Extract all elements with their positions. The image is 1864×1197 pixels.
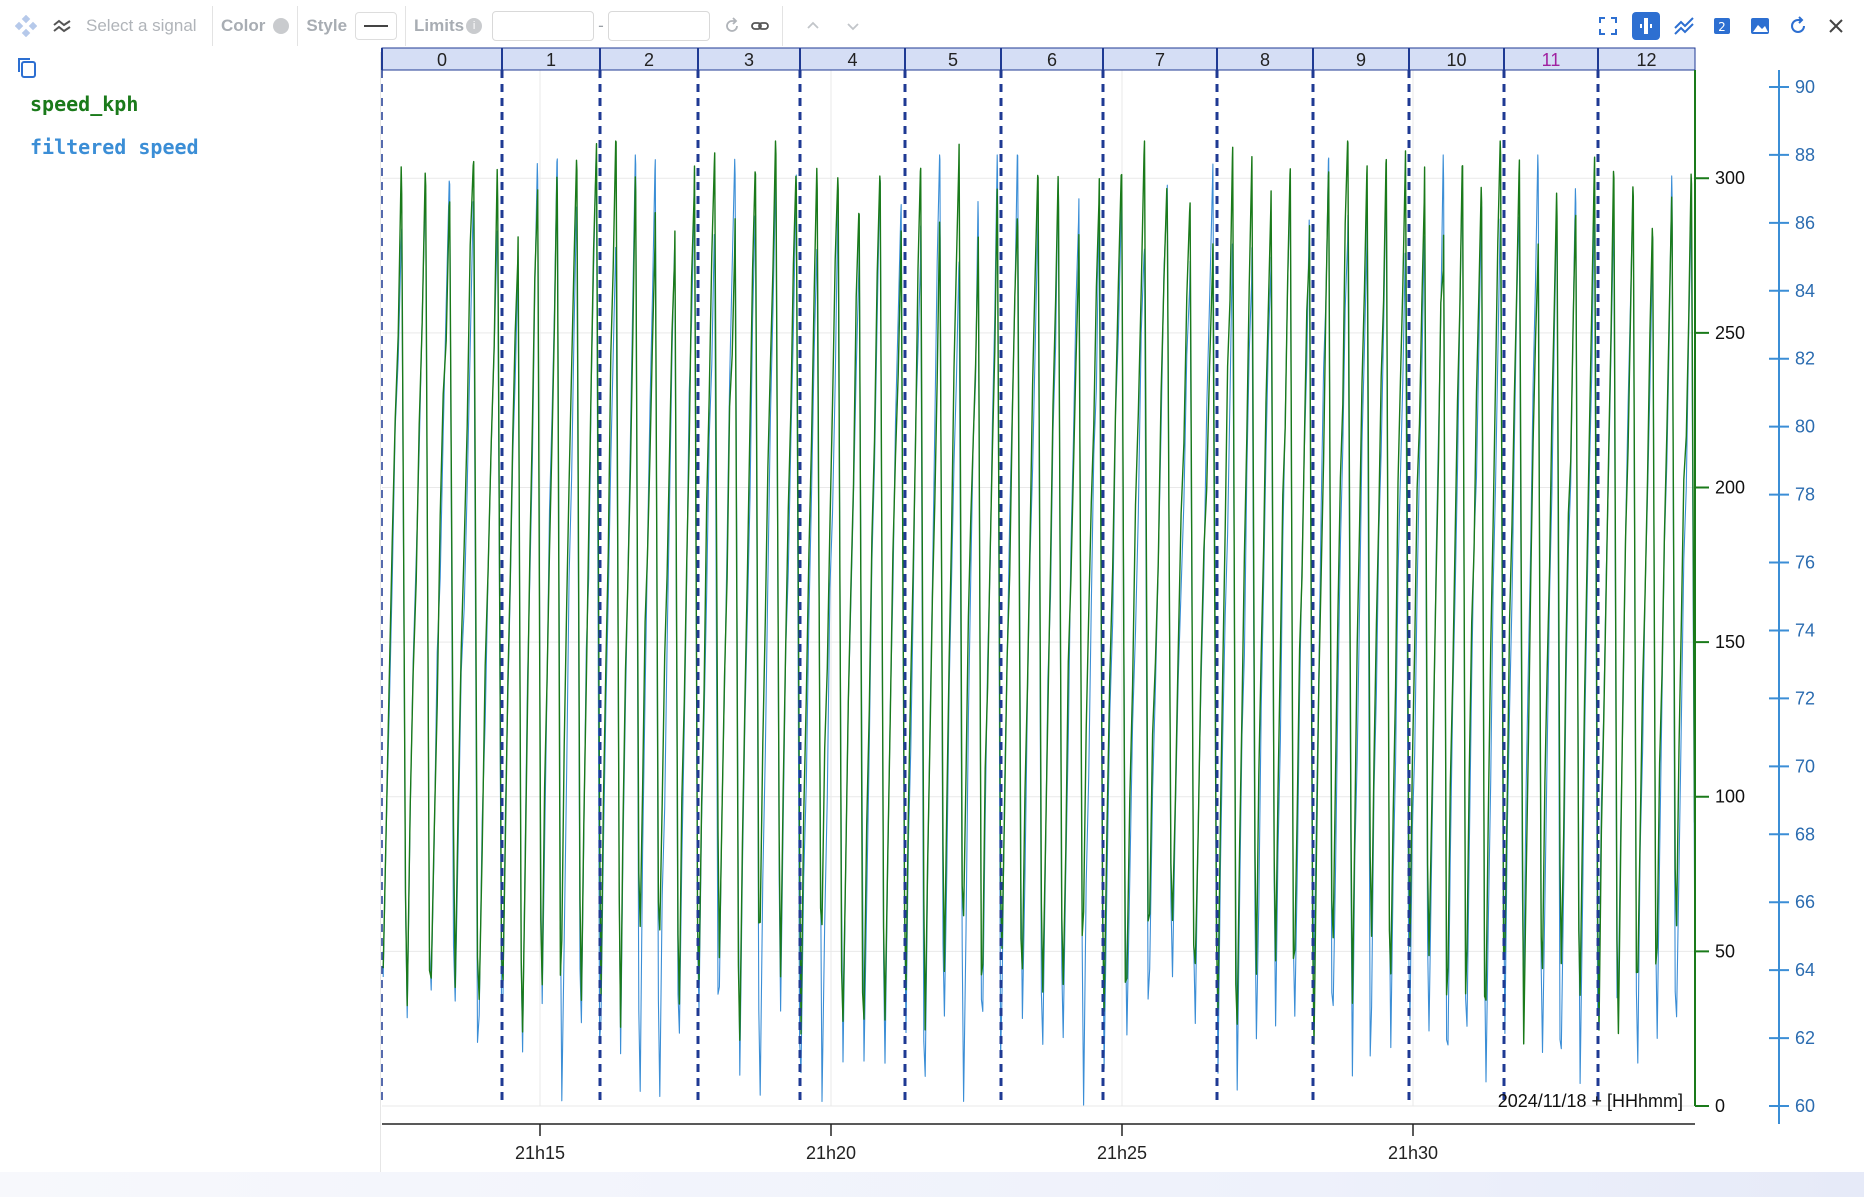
toolbar-divider	[297, 6, 299, 46]
svg-text:2: 2	[1718, 20, 1726, 34]
y-right-tick-label-72: 72	[1795, 688, 1815, 708]
legend-item-speed-kph[interactable]: speed_kph	[30, 92, 139, 116]
signal-wave-icon[interactable]	[48, 12, 76, 40]
legend-item-filtered-speed[interactable]: filtered speed	[30, 135, 199, 159]
move-down-icon[interactable]	[839, 12, 867, 40]
x-tick-label-21h30: 21h30	[1388, 1143, 1438, 1163]
y-right-tick-label-66: 66	[1795, 892, 1815, 912]
y-left-tick-label-150: 150	[1715, 632, 1745, 652]
toolbar-divider	[212, 6, 213, 46]
y-left-tick-label-300: 300	[1715, 168, 1745, 188]
lap-label-12: 12	[1636, 50, 1656, 70]
x-tick-label-21h15: 21h15	[515, 1143, 565, 1163]
x-axis-format-label: 2024/11/18 + [HHhmm]	[1498, 1091, 1683, 1111]
limit-min-input[interactable]	[492, 11, 595, 41]
lap-label-11: 11	[1542, 50, 1561, 70]
toolbar-divider	[781, 6, 783, 46]
lap-label-7: 7	[1155, 50, 1165, 70]
lap-label-4: 4	[847, 50, 857, 70]
y-right-tick-label-82: 82	[1795, 349, 1815, 369]
reset-limits-icon[interactable]	[718, 12, 746, 40]
toolbar-divider	[405, 6, 407, 46]
y-right-tick-label-62: 62	[1795, 1028, 1815, 1048]
style-label: Style	[306, 16, 348, 35]
y-right-tick-label-70: 70	[1795, 756, 1815, 776]
color-swatch[interactable]	[273, 18, 290, 34]
x-tick-label-21h25: 21h25	[1097, 1143, 1147, 1163]
y-right-tick-label-78: 78	[1795, 485, 1815, 505]
y-left-tick-label-200: 200	[1715, 477, 1745, 497]
limits-label: Limits	[414, 16, 465, 35]
y-left-tick-label-100: 100	[1715, 787, 1745, 807]
signal-picker-icon[interactable]	[12, 12, 40, 40]
close-icon[interactable]	[1822, 12, 1850, 40]
series-line-speed_kph	[382, 140, 1696, 1045]
y-right-tick-label-84: 84	[1795, 281, 1815, 301]
legend-panel: speed_kph filtered speed	[10, 52, 381, 1172]
y-right-tick-label-64: 64	[1795, 960, 1815, 980]
footer-bar	[0, 1172, 1864, 1197]
y-left-tick-label-250: 250	[1715, 323, 1745, 343]
y-right-tick-label-88: 88	[1795, 145, 1815, 165]
lap-label-0: 0	[437, 50, 447, 70]
lap-label-9: 9	[1356, 50, 1366, 70]
y-right-tick-label-68: 68	[1795, 824, 1815, 844]
x-tick-label-21h20: 21h20	[806, 1143, 856, 1163]
toolbar: Select a signal Color Style Limits i - 2	[0, 0, 1864, 52]
lap-label-5: 5	[948, 50, 958, 70]
limit-max-input[interactable]	[607, 11, 710, 41]
y-left-tick-label-50: 50	[1715, 941, 1735, 961]
select-signal-input[interactable]: Select a signal	[86, 16, 197, 35]
y-right-tick-label-76: 76	[1795, 553, 1815, 573]
line-style-select[interactable]	[355, 12, 398, 40]
lap-label-2: 2	[644, 50, 654, 70]
y-right-tick-label-80: 80	[1795, 417, 1815, 437]
copy-icon[interactable]	[16, 56, 38, 85]
y-right-tick-label-60: 60	[1795, 1096, 1815, 1116]
y-right-tick-label-90: 90	[1795, 77, 1815, 97]
lap-label-1: 1	[546, 50, 556, 70]
limit-range-dash: -	[598, 16, 604, 35]
image-export-icon[interactable]	[1746, 12, 1774, 40]
lap-header	[381, 47, 1696, 71]
y-right-tick-label-74: 74	[1795, 620, 1815, 640]
color-label: Color	[221, 16, 266, 35]
info-icon[interactable]: i	[466, 18, 483, 34]
lap-label-8: 8	[1260, 50, 1270, 70]
y-left-tick-label-0: 0	[1715, 1096, 1725, 1116]
link-icon[interactable]	[746, 12, 774, 40]
y-right-tick-label-86: 86	[1795, 213, 1815, 233]
lap-label-10: 10	[1446, 50, 1466, 70]
lap-label-3: 3	[744, 50, 754, 70]
second-axis-icon[interactable]: 2	[1708, 12, 1736, 40]
cursor-mode-icon[interactable]	[1632, 12, 1660, 40]
lap-label-6: 6	[1047, 50, 1057, 70]
multi-chart-icon[interactable]	[1670, 12, 1698, 40]
move-up-icon[interactable]	[799, 12, 827, 40]
refresh-icon[interactable]	[1784, 12, 1812, 40]
fullscreen-icon[interactable]	[1594, 12, 1622, 40]
